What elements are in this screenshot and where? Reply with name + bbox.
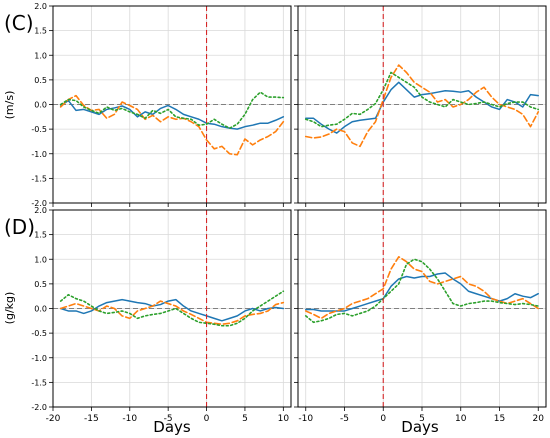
x-tick-label: 15	[494, 414, 505, 424]
chart-panel-c-right	[294, 5, 547, 207]
x-tick-label: 0	[204, 414, 210, 424]
series-group	[304, 255, 540, 324]
y-tick-label: 0.0	[34, 305, 47, 314]
y-tick-label: 0.5	[34, 76, 47, 85]
x-tick-label: 5	[419, 414, 425, 424]
series-line-dotted	[304, 258, 540, 324]
series-group	[304, 64, 540, 148]
series-line-dotted	[59, 290, 285, 327]
chart-panel-c-left: -2.0 -1.5 -1.0 -0.5 0.0 0.5 1.0 1.5 2.0	[31, 2, 292, 208]
y-tick-label: 1.0	[34, 51, 47, 60]
x-tick-label: -5	[340, 414, 349, 424]
panel-label-c: (C)	[4, 11, 34, 35]
x-tick-label: -20	[46, 414, 61, 424]
y-tick-label: 2.0	[34, 206, 47, 215]
ylabel-bottom: (g/kg)	[3, 292, 16, 325]
series-line-dashed	[304, 255, 540, 320]
y-tick-label: -1.0	[31, 354, 47, 363]
x-tick-label: 5	[242, 414, 248, 424]
xlabel-right: Days	[401, 418, 439, 436]
y-tick-label: 1.0	[34, 255, 47, 264]
y-tick-label: 2.0	[34, 2, 47, 11]
x-tick-label: -15	[84, 414, 99, 424]
y-tick-label: -0.5	[31, 125, 47, 134]
y-tick-label: -2.0	[31, 403, 47, 412]
x-tick-label: 10	[278, 414, 290, 424]
y-tick-label: -1.5	[31, 378, 47, 387]
xlabel-left: Days	[153, 418, 191, 436]
x-tick-label: 0	[380, 414, 386, 424]
x-tick-label: -5	[164, 414, 173, 424]
series-line-dashed	[59, 300, 285, 326]
series-line-dotted	[59, 91, 285, 129]
series-line-solid	[305, 81, 539, 134]
y-tick-label: -0.5	[31, 329, 47, 338]
x-tick-label: 10	[455, 414, 467, 424]
y-tick-label: -1.5	[31, 174, 47, 183]
chart-panel-d-right: -10 -5 0 5 10 15 20	[294, 209, 547, 424]
chart-panel-d-left: -20 -15 -10 -5 0 5 10 -2.0 -1.5 -1.0 -0.5 0.0 0.5 1.0…	[31, 206, 292, 424]
series-line-solid	[59, 298, 285, 322]
series-group	[59, 290, 285, 327]
chart-panels: -2.0 -1.5 -1.0 -0.5 0.0 0.5 1.0 1.5 2.0 -20 -15 -10…	[31, 2, 547, 424]
series-group	[59, 91, 285, 156]
y-tick-label: 0.0	[34, 101, 47, 110]
y-tick-label: 0.5	[34, 280, 47, 289]
series-line-dashed	[304, 64, 540, 148]
y-tick-label: 1.5	[34, 27, 47, 36]
series-line-dotted	[304, 71, 540, 128]
y-tick-label: -2.0	[31, 199, 47, 208]
x-tick-label: 20	[533, 414, 545, 424]
x-tick-label: -10	[122, 414, 137, 424]
panel-label-d: (D)	[4, 215, 35, 239]
series-line-dashed	[59, 94, 285, 156]
x-tick-label: -10	[298, 414, 313, 424]
y-tick-label: 1.5	[34, 231, 47, 240]
y-tick-label: -1.0	[31, 150, 47, 159]
series-line-solid	[305, 272, 539, 312]
ylabel-top: (m/s)	[3, 91, 16, 120]
series-line-solid	[59, 99, 285, 130]
